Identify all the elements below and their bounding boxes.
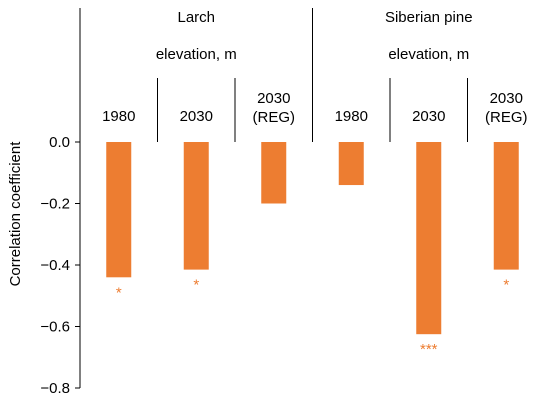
bar	[261, 142, 287, 204]
significance-mark: *	[503, 277, 509, 294]
bar	[493, 142, 519, 270]
category-label: 1980	[335, 108, 368, 125]
y-axis-label: Correlation coefficient	[7, 141, 24, 287]
significance-mark: ***	[420, 341, 438, 358]
y-tick-label: −0.6	[40, 319, 70, 336]
bar	[416, 142, 442, 335]
category-label: 2030	[180, 108, 213, 125]
significance-mark: *	[116, 284, 122, 301]
bars	[106, 142, 519, 335]
category-labels: 1980 2030 2030 (REG) 1980 2030 2030 (REG)	[102, 90, 527, 126]
y-tick-label: 0.0	[49, 134, 70, 151]
group-headers: Larch elevation, m Siberian pine elevation,…	[156, 9, 473, 63]
bar	[183, 142, 209, 270]
bar	[106, 142, 132, 278]
category-label: 1980	[102, 108, 135, 125]
y-tick-label: −0.4	[40, 257, 70, 274]
significance-marks: * *****	[116, 277, 510, 359]
significance-mark: *	[193, 277, 199, 294]
category-label-line1: 2030	[490, 90, 523, 107]
y-tick-label: −0.8	[40, 380, 70, 397]
group-header-name: Larch	[177, 9, 215, 26]
bar	[338, 142, 364, 186]
group-header-name: Siberian pine	[385, 9, 473, 26]
category-label: 2030	[412, 108, 445, 125]
header-grid-lines	[157, 8, 468, 142]
category-label-line2: (REG)	[253, 109, 296, 126]
y-tick-label: −0.2	[40, 196, 70, 213]
group-header-unit: elevation, m	[388, 46, 469, 63]
category-label-line1: 2030	[257, 90, 290, 107]
category-label-line2: (REG)	[485, 109, 528, 126]
group-header-unit: elevation, m	[156, 46, 237, 63]
y-axis: 0.0 −0.2 −0.4 −0.6 −0.8	[40, 8, 81, 397]
